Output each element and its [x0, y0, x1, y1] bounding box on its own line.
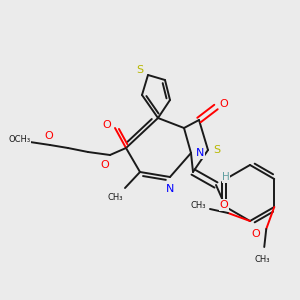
- Text: CH₃: CH₃: [107, 194, 123, 202]
- Text: CH₃: CH₃: [190, 202, 206, 211]
- Text: N: N: [166, 184, 174, 194]
- Text: OCH₃: OCH₃: [9, 134, 31, 143]
- Text: S: S: [213, 145, 220, 155]
- Text: O: O: [103, 120, 111, 130]
- Text: H: H: [222, 172, 230, 182]
- Text: O: O: [45, 131, 53, 141]
- Text: O: O: [220, 200, 228, 210]
- Text: CH₃: CH₃: [254, 254, 270, 263]
- Text: N: N: [196, 148, 204, 158]
- Text: O: O: [100, 160, 109, 170]
- Text: O: O: [252, 229, 261, 239]
- Text: S: S: [136, 65, 144, 75]
- Text: O: O: [220, 99, 228, 109]
